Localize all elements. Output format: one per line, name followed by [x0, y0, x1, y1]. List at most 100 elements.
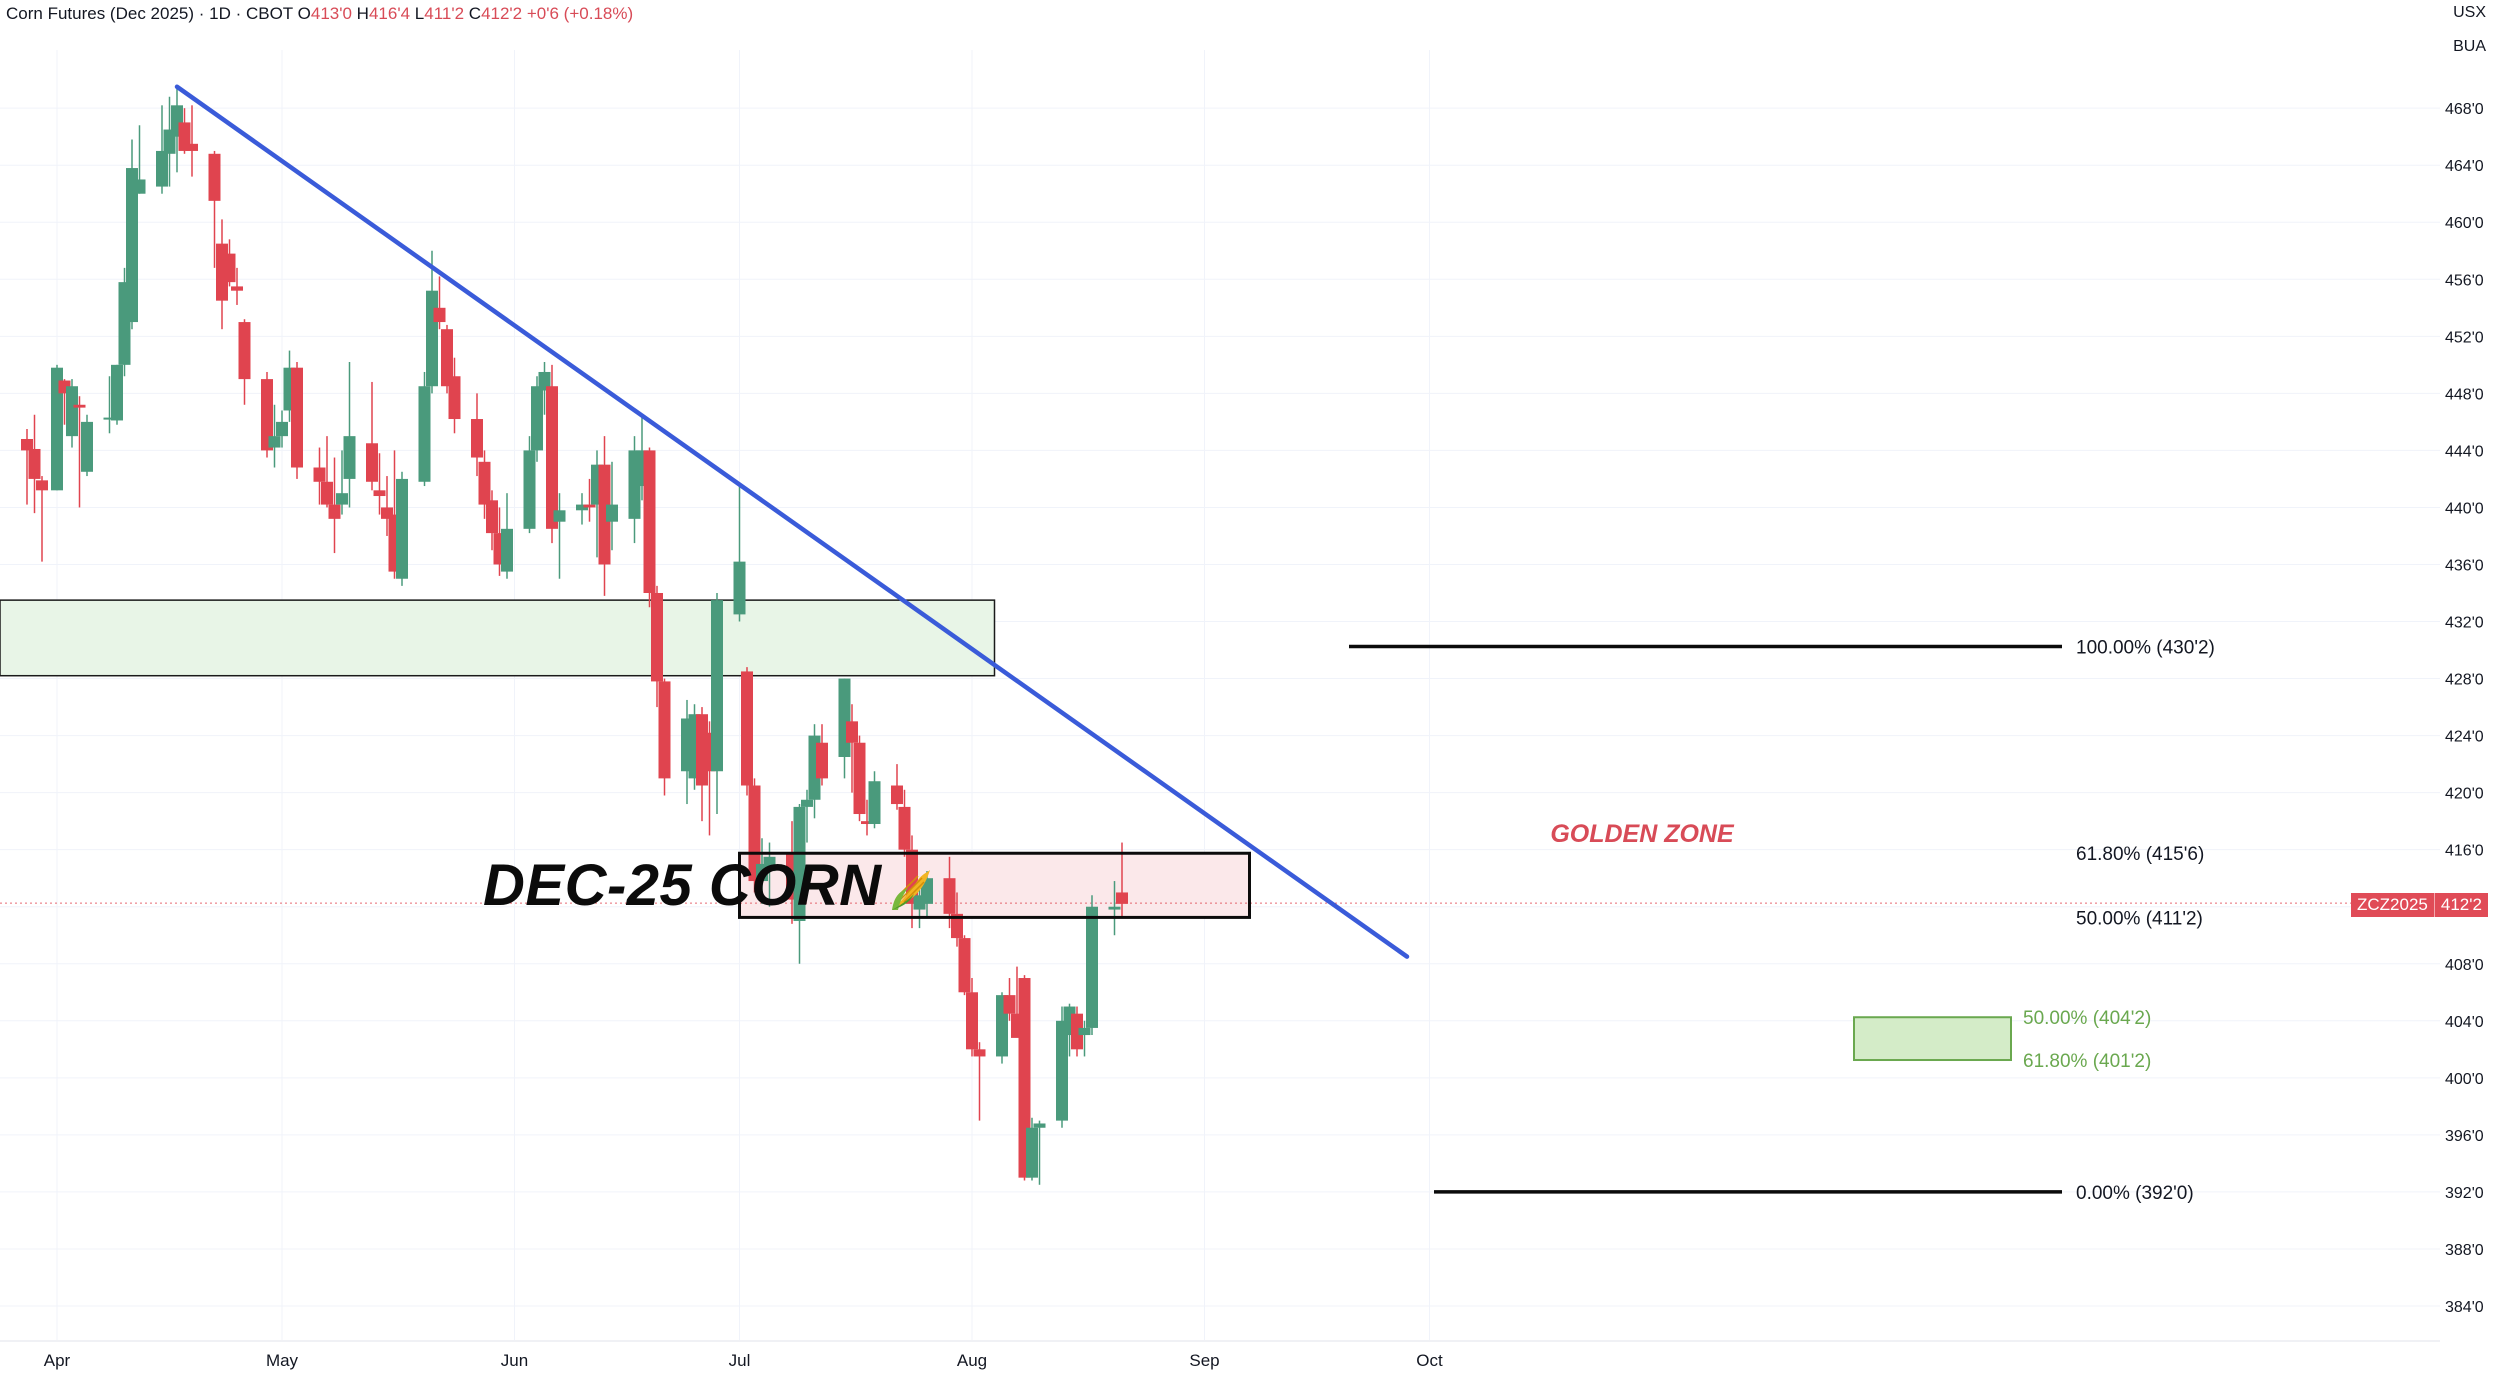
candle-body — [448, 376, 461, 420]
candle-body — [868, 781, 881, 825]
candle — [501, 493, 513, 579]
candle-body — [366, 443, 378, 482]
candle-body — [966, 992, 978, 1050]
candle — [238, 319, 251, 405]
target-level-label: 61.80% (401'2) — [2023, 1051, 2151, 1072]
candle-body — [231, 286, 243, 291]
candle-body — [816, 742, 828, 779]
x-tick-label: May — [266, 1351, 299, 1370]
candle-body — [1056, 1020, 1068, 1121]
candle-body — [546, 386, 558, 529]
candle — [531, 376, 543, 462]
candle-body — [396, 478, 408, 579]
y-tick-label: 444'0 — [2445, 443, 2484, 460]
candle — [448, 357, 461, 434]
candle-body — [441, 329, 453, 387]
y-tick-label: 400'0 — [2445, 1071, 2484, 1088]
candle — [73, 396, 86, 508]
candle — [1056, 1006, 1068, 1128]
candle-body — [921, 878, 933, 904]
candle-body — [313, 467, 326, 482]
candle — [973, 1042, 986, 1121]
y-tick-label: 396'0 — [2445, 1128, 2484, 1145]
y-tick-label: 408'0 — [2445, 957, 2484, 974]
candle-body — [531, 386, 543, 451]
candle — [861, 799, 873, 836]
open-value: 413'0 — [310, 4, 352, 23]
price-tag-symbol: ZCZ2025 — [2357, 895, 2428, 914]
candle — [1078, 1020, 1091, 1057]
candle — [103, 376, 116, 434]
candle — [546, 364, 558, 544]
y-tick-label: 428'0 — [2445, 672, 2484, 689]
candle — [373, 453, 386, 515]
candle — [658, 678, 671, 796]
candle — [336, 450, 348, 515]
candle — [186, 105, 198, 177]
candle — [643, 447, 656, 608]
candle-body — [958, 938, 971, 993]
candle-body — [223, 253, 236, 283]
low-value: 411'2 — [424, 4, 465, 23]
y-tick-label: 440'0 — [2445, 500, 2484, 517]
overlays: GOLDEN ZONE 100.00% (430'2) 61.80% (415'6)… — [174, 84, 2215, 1204]
support-zone-box — [0, 599, 996, 677]
candle-body — [21, 438, 33, 451]
candle — [816, 724, 828, 786]
candle — [1116, 842, 1128, 919]
candle-body — [36, 480, 48, 491]
candle-body — [28, 448, 41, 479]
candle — [606, 461, 618, 551]
golden-zone-box — [738, 851, 1251, 919]
current-price-tag: ZCZ2025 412'2 — [2351, 893, 2488, 917]
candle-body — [643, 450, 656, 593]
unit-label[interactable]: BUA — [2453, 38, 2486, 55]
candle — [291, 361, 303, 479]
candle-body — [891, 785, 903, 805]
candle — [741, 667, 753, 796]
y-tick-label: 468'0 — [2445, 101, 2484, 118]
candle-body — [268, 436, 281, 448]
candle — [231, 267, 243, 305]
candle — [471, 393, 483, 477]
x-tick-label: Jul — [729, 1351, 751, 1370]
candles[interactable] — [21, 86, 1128, 1185]
y-tick-label: 448'0 — [2445, 386, 2484, 403]
candle-body — [81, 421, 93, 472]
candle-body — [598, 464, 611, 565]
candle — [343, 361, 356, 508]
grid — [0, 50, 2440, 1340]
target-level-label: 50.00% (404'2) — [2023, 1008, 2151, 1029]
candle — [801, 789, 813, 843]
candle-body — [576, 504, 588, 511]
candle-body — [426, 290, 438, 387]
candle-body — [1116, 892, 1128, 904]
candle — [966, 978, 978, 1057]
candle-body — [658, 681, 671, 779]
candle — [381, 476, 393, 536]
y-tick-label: 384'0 — [2445, 1299, 2484, 1316]
candle — [553, 493, 566, 579]
fib-level-label: 50.00% (411'2) — [2076, 908, 2203, 929]
candle — [433, 276, 446, 330]
candle-body — [111, 364, 123, 421]
high-label: H — [356, 4, 369, 23]
golden-zone-fill — [739, 853, 1250, 918]
y-tick-label: 432'0 — [2445, 615, 2484, 632]
fib-level-label: 100.00% (430'2) — [2076, 637, 2215, 658]
y-tick-label: 460'0 — [2445, 215, 2484, 232]
candle-body — [291, 367, 303, 468]
candle-body — [748, 785, 761, 882]
candle — [28, 414, 41, 514]
candle-body — [126, 168, 138, 323]
candle-body — [186, 143, 198, 151]
candle-body — [606, 504, 618, 522]
candle-body — [838, 678, 851, 757]
currency-label[interactable]: USX — [2453, 4, 2486, 21]
zones — [0, 599, 2440, 1062]
candle-body — [328, 504, 341, 519]
candle-body — [321, 481, 333, 505]
symbol-title: Corn Futures (Dec 2025) · 1D · CBOT — [6, 4, 293, 23]
